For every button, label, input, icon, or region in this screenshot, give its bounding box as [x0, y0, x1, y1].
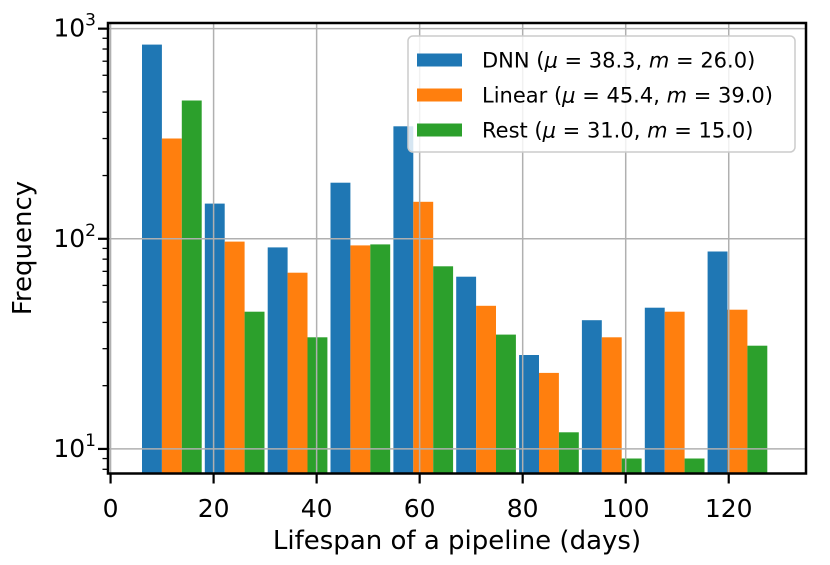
bar-rest-bin3: [307, 337, 328, 474]
bar-dnn-bin9: [644, 307, 665, 474]
x-axis-label: Lifespan of a pipeline (days): [273, 526, 641, 556]
legend-box: [407, 35, 796, 153]
y-axis-label: Frequency: [8, 181, 38, 315]
bar-dnn-bin7: [519, 355, 539, 474]
x-tick-label-120: 120: [705, 494, 753, 523]
bar-rest-bin1: [181, 100, 202, 474]
y-tick-label-10: 101: [53, 431, 96, 463]
bar-linear-bin3: [287, 272, 308, 474]
bars-layer: [142, 44, 768, 474]
bar-dnn-bin4: [330, 182, 351, 474]
bar-linear-bin4: [350, 245, 371, 474]
bar-rest-bin8: [621, 458, 642, 474]
ticks-layer: [98, 27, 730, 484]
bar-dnn-bin8: [581, 320, 602, 474]
x-tick-label-100: 100: [602, 494, 650, 523]
x-tick-label-20: 20: [198, 494, 230, 523]
bar-rest-bin4: [370, 244, 391, 474]
legend-swatch-rest: [417, 123, 462, 137]
bar-dnn-bin5: [393, 126, 414, 474]
y-tick-label-1000: 103: [53, 11, 96, 43]
legend-label-dnn: DNN (μ = 38.3, m = 26.0): [482, 49, 755, 73]
legend: DNN (μ = 38.3, m = 26.0) Linear (μ = 45.4…: [407, 35, 796, 153]
bar-rest-bin2: [244, 311, 265, 474]
legend-swatch-linear: [417, 88, 462, 102]
bar-rest-bin9: [684, 458, 705, 474]
bar-dnn-bin3: [267, 247, 288, 474]
legend-label-rest: Rest (μ = 31.0, m = 15.0): [482, 119, 753, 143]
x-tick-label-40: 40: [301, 494, 333, 523]
bar-dnn-bin2: [204, 203, 225, 474]
x-tick-label-60: 60: [404, 494, 436, 523]
bar-linear-bin6: [476, 305, 496, 474]
bar-linear-bin10: [727, 309, 748, 474]
legend-label-linear: Linear (μ = 45.4, m = 39.0): [482, 84, 773, 108]
bar-dnn-bin1: [142, 44, 162, 474]
bar-dnn-bin6: [456, 276, 477, 474]
bar-linear-bin8: [601, 337, 622, 474]
bar-rest-bin5: [433, 266, 454, 474]
y-tick-label-100: 102: [53, 221, 96, 253]
x-tick-label-0: 0: [103, 494, 119, 523]
plot-area: [106, 21, 808, 475]
bar-rest-bin10: [747, 345, 768, 474]
bar-rest-bin6: [496, 334, 516, 474]
bar-linear-bin2: [224, 241, 245, 474]
legend-swatch-dnn: [417, 53, 462, 67]
tick-labels-layer: 0 20 40 60 80 100 120 101 102 103: [53, 11, 752, 523]
bar-rest-bin7: [558, 432, 579, 474]
bar-dnn-bin10: [707, 251, 728, 474]
bar-linear-bin9: [664, 311, 685, 474]
x-tick-label-80: 80: [507, 494, 539, 523]
bar-linear-bin1: [161, 138, 182, 474]
bar-linear-bin7: [539, 372, 559, 474]
bar-linear-bin5: [413, 201, 434, 474]
